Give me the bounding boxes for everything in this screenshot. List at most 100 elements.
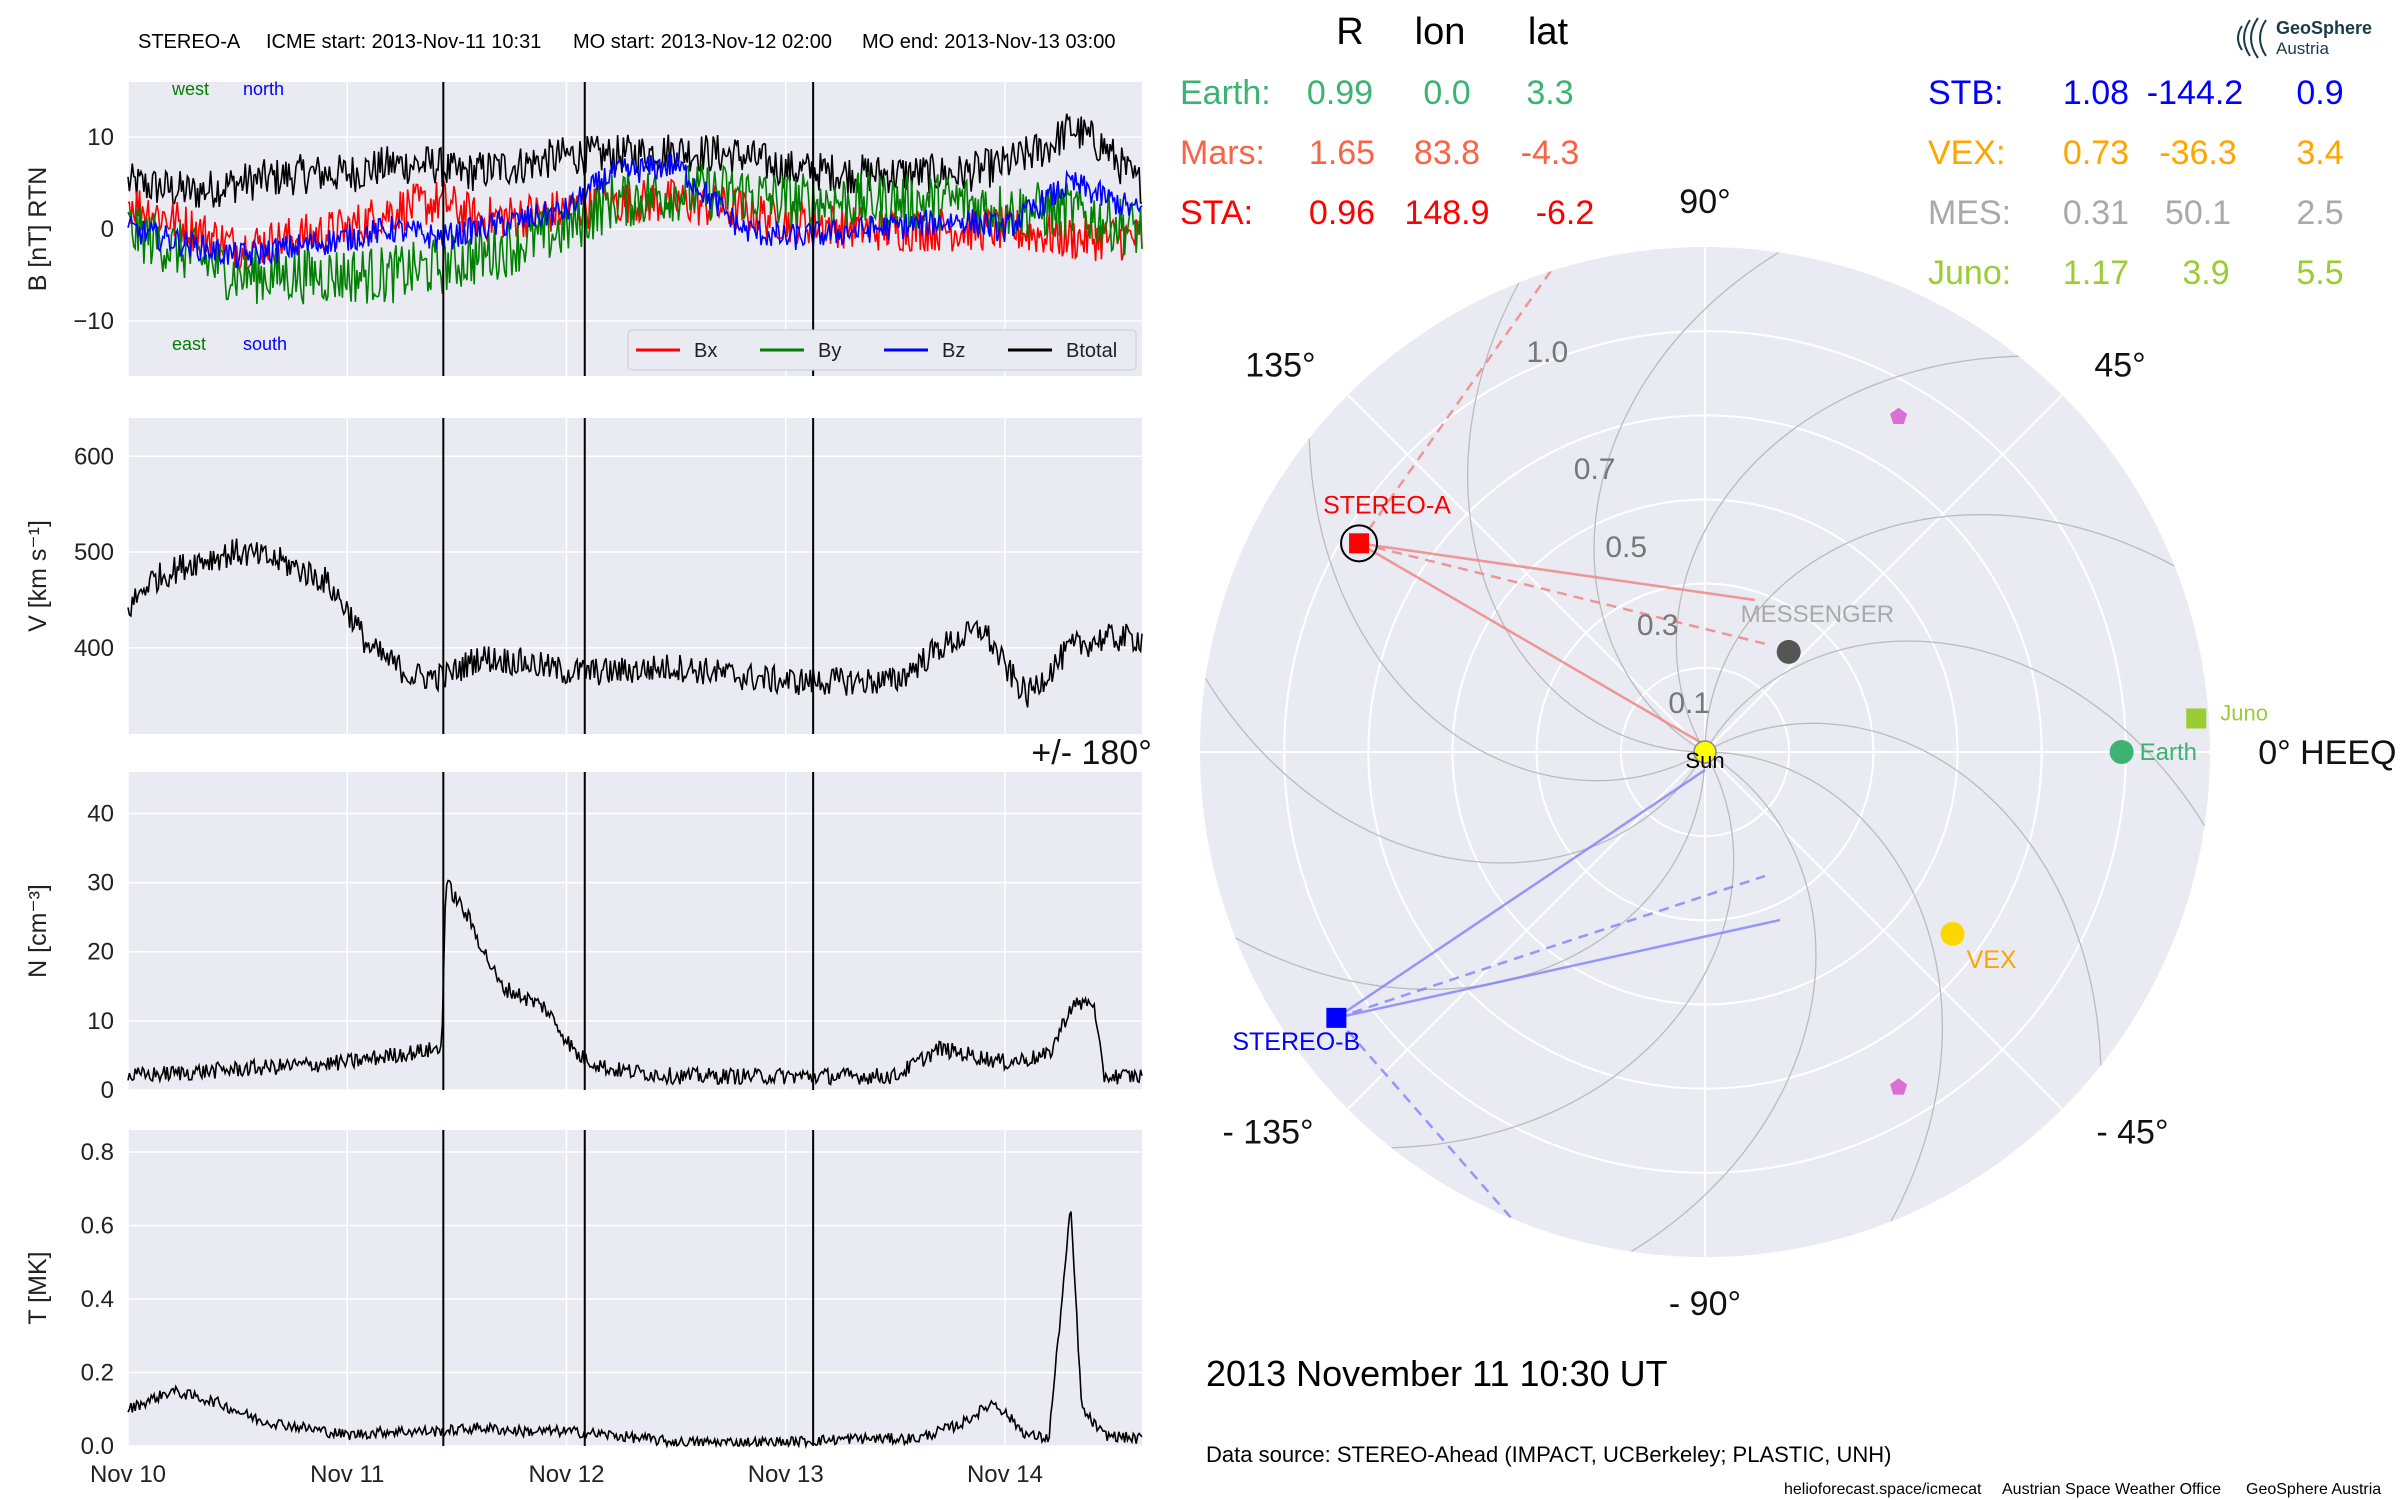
sta-fov-line <box>1358 542 1701 744</box>
label-earth: Earth <box>2140 739 2197 766</box>
label-stereo-b: STEREO-B <box>1232 1028 1360 1056</box>
parker-spiral <box>1704 722 2102 1066</box>
ylabel: T [MK] <box>24 1251 52 1324</box>
earth-label: Earth: <box>1180 74 1271 112</box>
panel-background <box>128 772 1142 1090</box>
annotation-west: west <box>171 79 209 99</box>
stb-fov-dashed <box>1335 1017 1521 1229</box>
sta-fov-dashed <box>1358 264 1557 545</box>
vex-label: VEX: <box>1928 134 2005 172</box>
parker-spiral <box>1235 751 1706 990</box>
parker-spiral <box>1593 251 1780 753</box>
sta-lon: 148.9 <box>1404 194 1489 232</box>
stb-fov-line <box>1336 918 1781 1020</box>
ytick-label: 0.8 <box>81 1139 114 1166</box>
radial-tick-label: 0.7 <box>1574 453 1616 486</box>
parker-spiral <box>1391 751 1735 1149</box>
sta-highlight-ring <box>1340 524 1379 563</box>
series-by <box>127 164 1143 305</box>
parker-spiral <box>1675 355 2019 753</box>
angle-label: 90° <box>1679 183 1730 221</box>
series-t <box>127 1211 1143 1450</box>
time-series-panels: 10 0 −10 B [nT] RTN 600 500 400 V [km s⁻¹] 40 30 2… <box>24 79 1143 1488</box>
parker-spiral <box>1204 677 1706 864</box>
ytick-label: 40 <box>87 800 114 827</box>
ylabel: V [km s⁻¹] <box>24 520 52 632</box>
stb-lon: -144.2 <box>2147 74 2243 112</box>
label-messenger: MESSENGER <box>1741 601 1894 628</box>
logo-line2: Austria <box>2276 39 2329 58</box>
polar-inner <box>1200 247 2210 1257</box>
xtick-label: Nov 12 <box>528 1461 604 1488</box>
position-table-left: Earth: 0.99 0.0 3.3 Mars: 1.65 83.8 -4.3… <box>1180 74 1594 232</box>
ytick-label: 0.6 <box>81 1213 114 1240</box>
angle-label: - 90° <box>1669 1285 1741 1323</box>
sta-r: 0.96 <box>1309 194 1375 232</box>
ytick-label: 10 <box>87 124 114 151</box>
panel-magnetic_field: 10 0 −10 B [nT] RTN <box>24 82 1143 376</box>
header-spacecraft: STEREO-A <box>138 31 241 53</box>
marker-sun <box>1693 740 1717 764</box>
marker-vex <box>1940 921 1965 946</box>
mes-r: 0.31 <box>2063 194 2129 232</box>
header-mo-start: MO start: 2013-Nov-12 02:00 <box>573 31 832 53</box>
parker-spiral <box>1308 438 1706 782</box>
juno-label: Juno: <box>1928 254 2011 292</box>
geosphere-logo: GeoSphere Austria <box>2237 17 2372 59</box>
stb-r: 1.08 <box>2063 74 2129 112</box>
stb-label: STB: <box>1928 74 2004 112</box>
juno-lat: 5.5 <box>2296 254 2343 292</box>
sta-label: STA: <box>1180 194 1253 232</box>
panel-temperature: 0.8 0.6 0.4 0.2 0.0 T [MK] <box>24 1130 1143 1460</box>
juno-r: 1.17 <box>2063 254 2129 292</box>
polar-grid-radial <box>1347 394 1706 753</box>
legend-label-btotal: Btotal <box>1066 340 1117 362</box>
parker-spiral <box>1704 751 1943 1222</box>
ytick-label: 30 <box>87 870 114 897</box>
vex-lat: 3.4 <box>2296 134 2343 172</box>
ytick-label: 0.2 <box>81 1360 114 1387</box>
earth-lat: 3.3 <box>1526 74 1573 112</box>
parker-spiral <box>1704 640 2206 827</box>
earth-r: 0.99 <box>1307 74 1373 112</box>
mes-lon: 50.1 <box>2165 194 2231 232</box>
marker-stereo-b <box>1326 1007 1347 1028</box>
sta-fov-line <box>1358 542 1756 602</box>
label-juno: Juno <box>2220 701 2268 726</box>
polar-grid-radial <box>1704 394 2063 753</box>
position-table-right: STB: 1.08 -144.2 0.9 VEX: 0.73 -36.3 3.4… <box>1928 74 2344 292</box>
annotation-north: north <box>243 79 284 99</box>
label-stereo-a: STEREO-A <box>1323 491 1451 519</box>
ytick-label: 400 <box>74 635 114 662</box>
annotation-south: south <box>243 334 287 354</box>
series-v <box>127 538 1143 708</box>
ytick-label: 0 <box>101 1077 114 1104</box>
angle-label: - 45° <box>2096 1113 2168 1151</box>
table-header-lon: lon <box>1415 11 1466 53</box>
marker-stereo-a <box>1349 533 1370 554</box>
table-header-r: R <box>1336 11 1363 53</box>
label-vex: VEX <box>1967 946 2017 974</box>
data-source: Data source: STEREO-Ahead (IMPACT, UCBer… <box>1206 1442 1891 1467</box>
marker-psp-1 <box>1890 407 1908 424</box>
parker-spiral <box>1630 751 1817 1253</box>
label-sun: Sun <box>1685 748 1724 773</box>
footer-site: helioforecast.space/icmecat <box>1784 1481 1982 1498</box>
footer-org: GeoSphere Austria <box>2246 1481 2381 1498</box>
stb-fov-dashed <box>1335 874 1766 1020</box>
mars-r: 1.65 <box>1309 134 1375 172</box>
panel-density: 40 30 20 10 0 N [cm⁻³] <box>24 772 1143 1104</box>
header-mo-end: MO end: 2013-Nov-13 03:00 <box>862 31 1116 53</box>
legend-label-by: By <box>818 340 841 362</box>
heliospheric-position-plot: 0.1 0.3 0.5 0.7 1.0 90° 45° 0° HEEQ - 45° - 90° - … <box>1031 183 2396 1323</box>
radial-tick-label: 0.5 <box>1605 531 1647 564</box>
logo-line1: GeoSphere <box>2276 18 2372 38</box>
parker-spiral <box>1467 282 1706 753</box>
mes-lat: 2.5 <box>2296 194 2343 232</box>
xtick-label: Nov 11 <box>310 1461 384 1488</box>
table-header-lat: lat <box>1528 11 1569 53</box>
legend-box <box>627 329 1137 371</box>
juno-lon: 3.9 <box>2182 254 2229 292</box>
stb-fov-line <box>1335 768 1706 1019</box>
